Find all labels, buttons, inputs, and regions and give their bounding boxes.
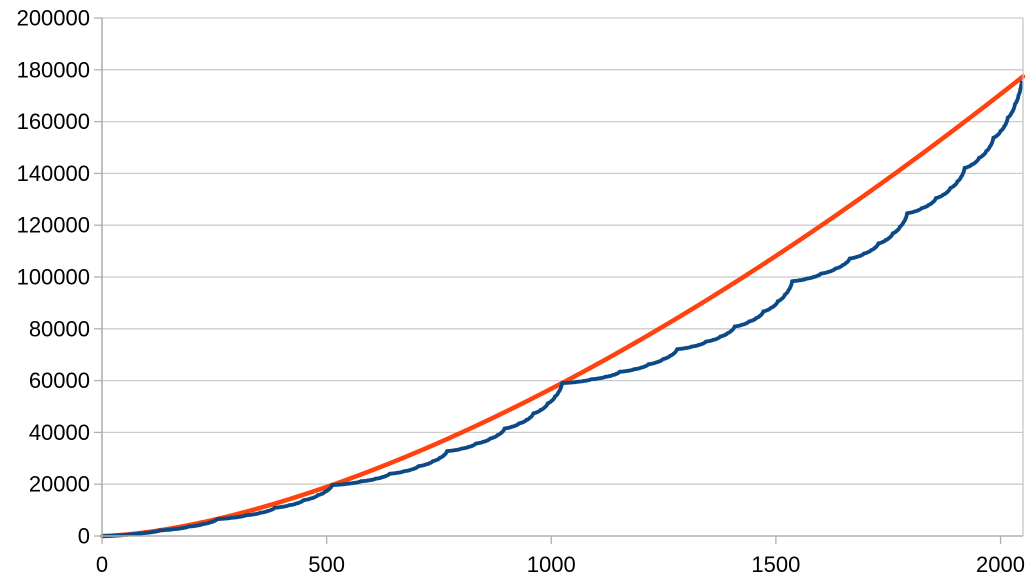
x-axis-label: 500 [308, 552, 345, 577]
axis-labels-group: 0200004000060000800001000001200001400001… [17, 5, 1025, 577]
y-axis-label: 20000 [29, 472, 90, 497]
y-axis-label: 160000 [17, 109, 90, 134]
y-axis-label: 140000 [17, 161, 90, 186]
n-power-log2-of-3-line [100, 74, 1026, 539]
y-axis-label: 40000 [29, 420, 90, 445]
karatsuba-actual-multiplications-line [100, 80, 1024, 538]
y-axis-label: 120000 [17, 213, 90, 238]
y-axis-label: 60000 [29, 368, 90, 393]
x-axis-label: 1500 [751, 552, 800, 577]
y-axis-label: 200000 [17, 5, 90, 30]
x-axis-label: 0 [96, 552, 108, 577]
x-axis-label: 1000 [527, 552, 576, 577]
x-axis-label: 2000 [976, 552, 1025, 577]
axes-group [94, 17, 1024, 544]
y-axis-label: 0 [78, 523, 90, 548]
series-group [100, 74, 1026, 539]
y-axis-label: 80000 [29, 316, 90, 341]
gridlines-group [102, 17, 1023, 485]
y-axis-label: 100000 [17, 264, 90, 289]
y-axis-label: 180000 [17, 57, 90, 82]
